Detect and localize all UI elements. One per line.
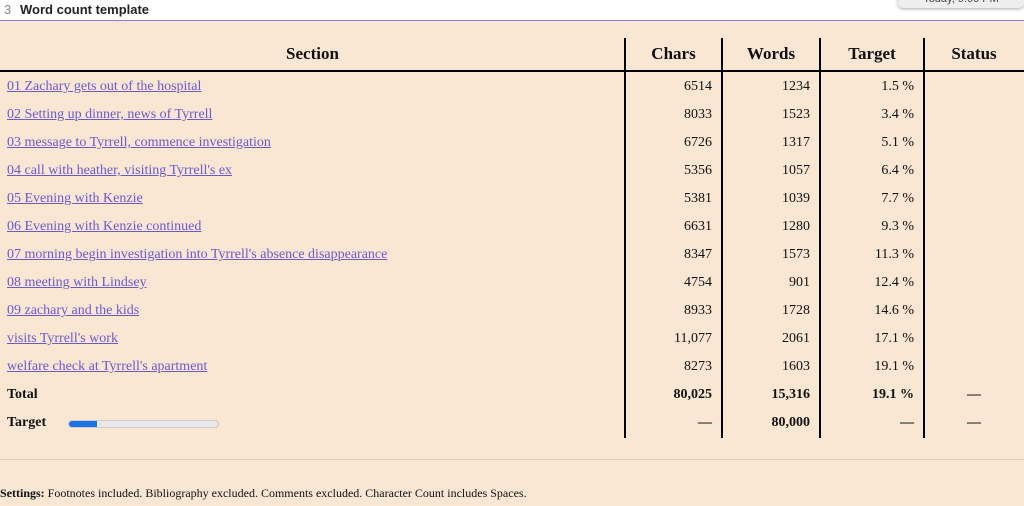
cell: 5.1 %: [881, 135, 914, 150]
separator: [0, 459, 1024, 460]
cell: 15,316: [771, 387, 811, 402]
cell: 4754: [684, 275, 712, 290]
section-link[interactable]: 06 Evening with Kenzie continued: [7, 219, 202, 234]
cell: 14.6 %: [874, 303, 914, 318]
column-header: Status: [951, 44, 997, 63]
cell: 1234: [782, 79, 810, 94]
cell: 6726: [684, 135, 712, 150]
column-header: Section: [286, 44, 339, 63]
cell: 7.7 %: [881, 191, 914, 206]
section-link[interactable]: welfare check at Tyrrell's apartment: [7, 359, 208, 374]
cell: 8933: [684, 303, 712, 318]
cell: 1728: [782, 303, 810, 318]
cell: 9.3 %: [881, 219, 914, 234]
row-label: Total: [7, 387, 38, 402]
cell: 3.4 %: [881, 107, 914, 122]
cell: 1057: [782, 163, 810, 178]
cell: 2061: [782, 331, 810, 346]
section-link[interactable]: 09 zachary and the kids: [7, 303, 140, 318]
cell: —: [967, 387, 981, 402]
column-rule: [624, 38, 626, 438]
cell: 1.5 %: [881, 79, 914, 94]
cell: —: [967, 415, 981, 430]
column-header: Target: [848, 44, 896, 63]
column-header: Words: [746, 44, 796, 63]
cell: 80,025: [673, 387, 713, 402]
top-bar: 3 Word count template: [0, 0, 1024, 21]
cell: 1603: [782, 359, 810, 374]
section-link[interactable]: 05 Evening with Kenzie: [7, 191, 143, 206]
cell: 80,000: [771, 415, 811, 430]
cell: 6631: [684, 219, 712, 234]
cell: 1039: [782, 191, 810, 206]
cell: 19.1 %: [872, 387, 914, 402]
column-header: Chars: [651, 44, 696, 63]
cell: 8273: [684, 359, 712, 374]
section-link[interactable]: 03 message to Tyrrell, commence investig…: [7, 135, 271, 150]
cell: 19.1 %: [874, 359, 914, 374]
settings-text: Footnotes included. Bibliography exclude…: [47, 486, 527, 500]
cell: 1280: [782, 219, 810, 234]
cell: 6514: [684, 79, 712, 94]
cell: 901: [789, 275, 810, 290]
cell: —: [900, 415, 914, 430]
cell: 12.4 %: [874, 275, 914, 290]
cell: 6.4 %: [881, 163, 914, 178]
column-rule: [819, 38, 821, 438]
cell: 1523: [782, 107, 810, 122]
section-link[interactable]: visits Tyrrell's work: [7, 331, 118, 346]
cell: 1317: [782, 135, 810, 150]
section-link[interactable]: 02 Setting up dinner, news of Tyrrell: [7, 107, 213, 122]
cell: 5356: [684, 163, 712, 178]
section-number: 3: [4, 2, 12, 17]
section-link[interactable]: 07 morning begin investigation into Tyrr…: [7, 247, 388, 262]
progress-fill: [69, 421, 98, 427]
cell: 8033: [684, 107, 712, 122]
cell: 1573: [782, 247, 810, 262]
cell: —: [698, 415, 712, 430]
cell: 11.3 %: [874, 247, 914, 262]
cell: 5381: [684, 191, 712, 206]
tooltip: Today, 9:00 PM: [898, 0, 1024, 8]
progress-bar: [68, 420, 219, 428]
cell: 8347: [684, 247, 712, 262]
settings: Settings: Footnotes included. Bibliograp…: [0, 486, 527, 501]
section-link[interactable]: 08 meeting with Lindsey: [7, 275, 147, 290]
section-link[interactable]: 01 Zachary gets out of the hospital: [7, 79, 202, 94]
row-label: Target: [7, 415, 47, 430]
column-rule: [923, 38, 925, 438]
section-link[interactable]: 04 call with heather, visiting Tyrrell's…: [7, 163, 233, 178]
cell: 11,077: [674, 331, 712, 346]
page-title: Word count template: [20, 2, 150, 17]
column-rule: [721, 38, 723, 438]
settings-label: Settings:: [0, 486, 45, 500]
header-rule: [0, 70, 1024, 72]
cell: 17.1 %: [874, 331, 914, 346]
